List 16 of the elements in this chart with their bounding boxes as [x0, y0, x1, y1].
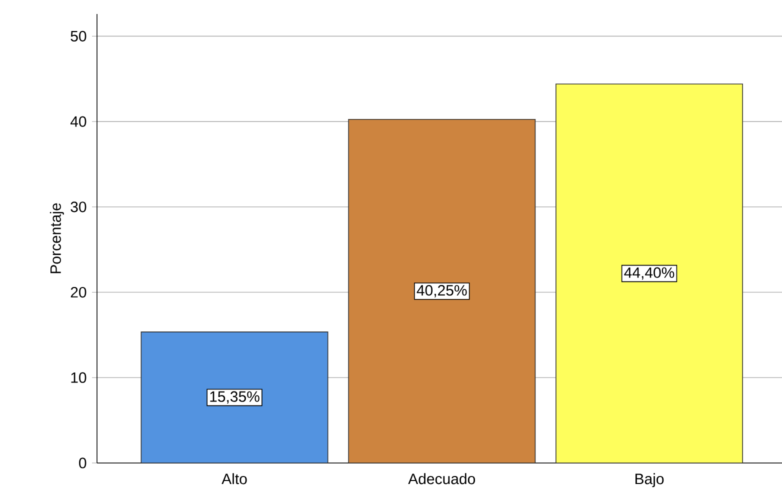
bar — [140, 332, 328, 464]
x-tick-label: Alto — [222, 473, 247, 484]
y-tick-label: 20 — [70, 286, 86, 298]
y-tick-label: 30 — [70, 202, 86, 212]
data-label: 40,25% — [416, 285, 467, 298]
x-tick-label: Adecuado — [408, 473, 476, 484]
y-tick-label: 0 — [79, 458, 86, 468]
data-label: 44,40% — [624, 267, 674, 280]
x-tick-label: Bajo — [635, 473, 664, 488]
y-axis-title: Porcentaje — [50, 203, 64, 274]
bar — [556, 84, 743, 464]
y-tick-label: 10 — [71, 372, 86, 383]
y-tick-label: 40 — [70, 116, 86, 127]
bar — [348, 119, 536, 464]
data-label: 15,35% — [210, 391, 260, 404]
y-tick-label: 50 — [70, 30, 86, 42]
